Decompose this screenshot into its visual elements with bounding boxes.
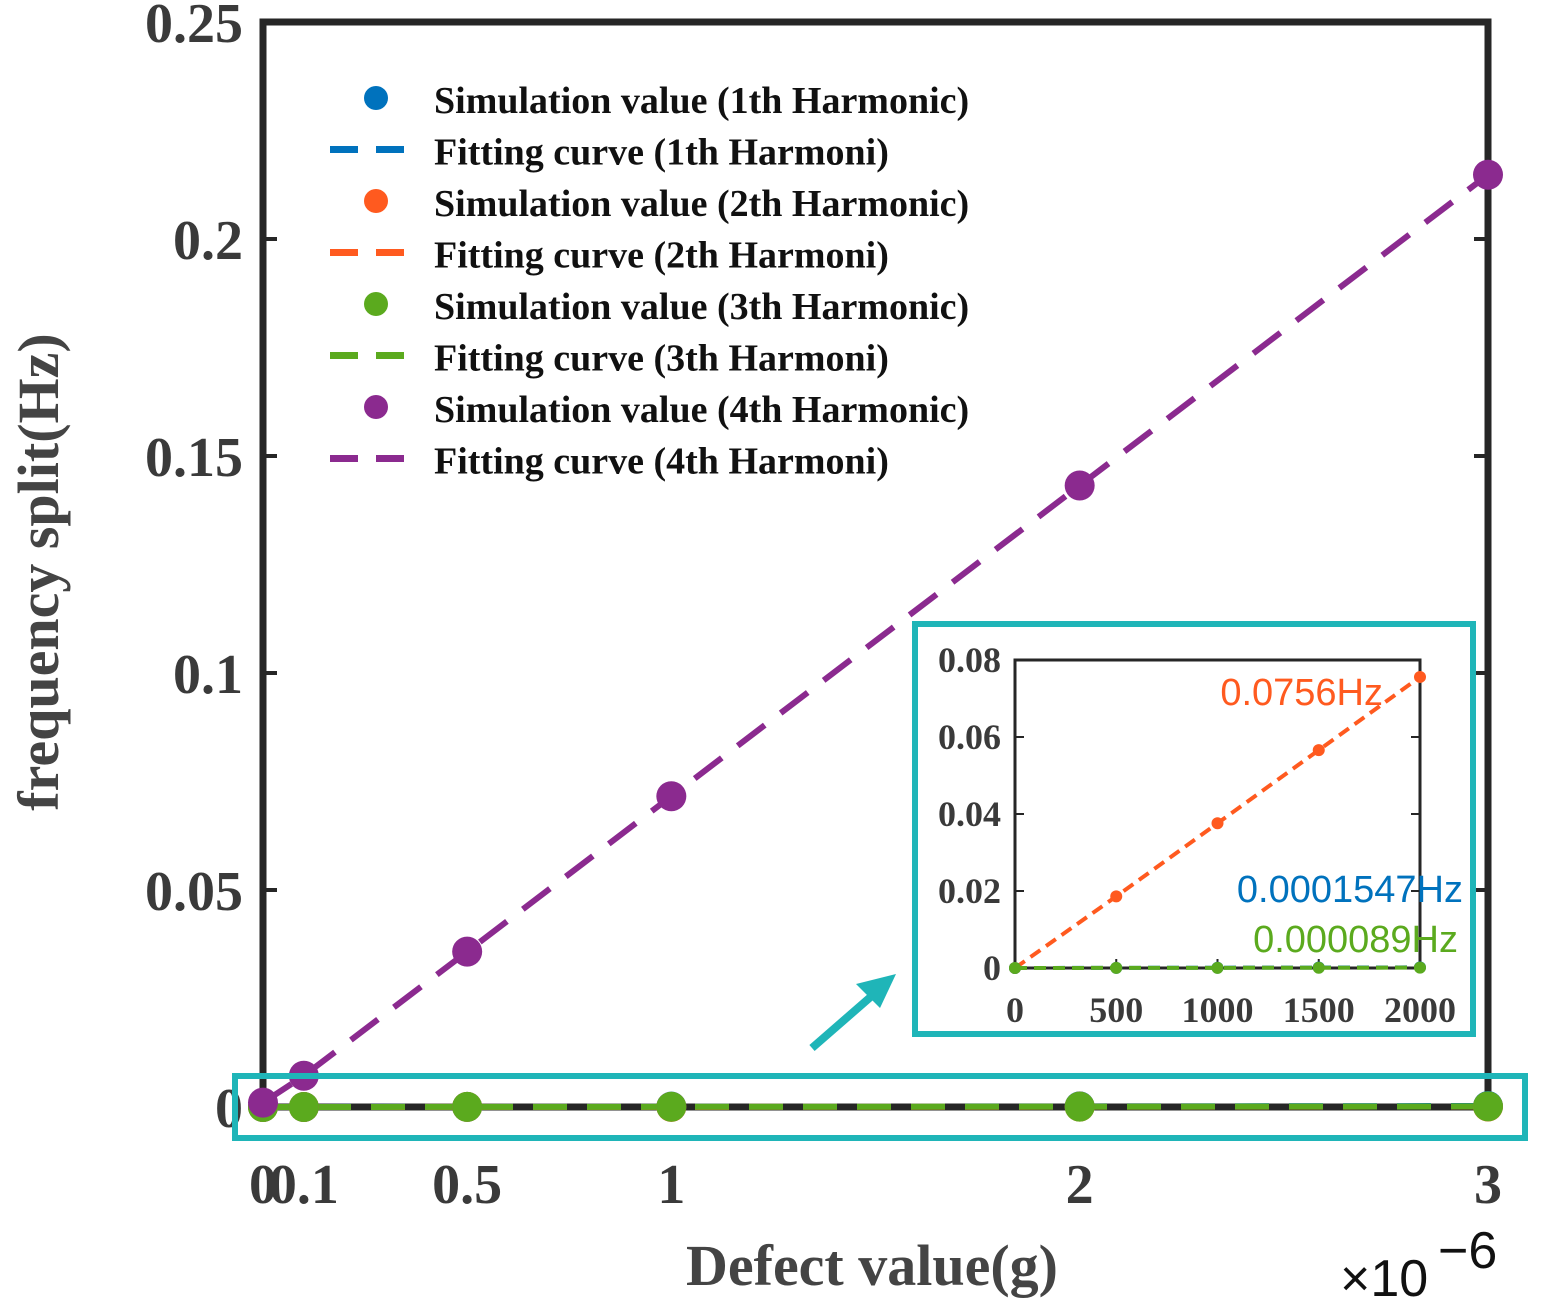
inset-data-point [1110,961,1123,974]
fit-line-3th-harmonic [262,1103,1489,1110]
legend-label: Simulation value (1th Harmonic) [434,80,969,122]
data-point-4th-harmonic [452,936,483,967]
inset-chart: 0 0.02 0.04 0.06 0.08 0 500 1000 1500 2000 0.0756H… [912,621,1476,1037]
highlight-overlay [232,974,1528,1141]
x-tick-label: 0 [249,1154,277,1216]
data-point-3th-harmonic [656,1091,687,1122]
fit-line-4th-harmonic [261,172,1490,1106]
inset-x-tick-label: 500 [1089,990,1143,1030]
inset-annotation: 0.0756Hz [1220,672,1383,714]
y-tick-label: 0.15 [145,427,243,489]
inset-x-tick-label: 0 [1006,990,1024,1030]
inset-data-point [1312,744,1325,757]
x-tick-label: 1 [657,1154,685,1216]
x-axis-title: Defect value(g) [686,1233,1058,1298]
inset-y-tick-label: 0 [983,948,1001,988]
legend-label: Fitting curve (3th Harmoni) [434,338,889,380]
zoom-arrow-shaft [809,990,877,1052]
legend-label: Fitting curve (4th Harmoni) [434,441,889,483]
y-tick-label: 0.25 [145,0,243,55]
x-tick-label: 0.1 [269,1154,339,1216]
y-tick-label: 0.05 [145,861,243,923]
inset-annotation: 0.0001547Hz [1237,869,1463,911]
inset-x-tick-label: 1500 [1283,990,1355,1030]
data-point-3th-harmonic [1064,1091,1095,1122]
legend: Simulation value (1th Harmonic) Fitting c… [330,80,969,483]
inset-data-point [1110,890,1123,903]
legend-label: Simulation value (2th Harmonic) [434,183,969,225]
data-point-3th-harmonic [452,1091,483,1122]
zoom-region-box [232,1073,1528,1141]
x-tick-label: 0.5 [432,1154,502,1216]
inset-data-point [1312,961,1325,974]
inset-data-point [1211,817,1224,830]
inset-x-tick-label: 1000 [1182,990,1254,1030]
inset-y-tick-label: 0.08 [938,640,1001,680]
y-axis-title: frequency split(Hz) [6,333,71,810]
y-tick-label: 0 [215,1078,243,1140]
x-tick-label: 2 [1066,1154,1094,1216]
legend-label: Fitting curve (2th Harmoni) [434,235,889,277]
inset-y-tick-label: 0.04 [938,794,1001,834]
inset-annotation: 0.000089Hz [1253,919,1458,961]
x-multiplier-exponent: −6 [1438,1222,1497,1280]
legend-marker [364,86,388,110]
legend-marker [364,395,388,419]
inset-x-tick-label: 2000 [1384,990,1456,1030]
x-multiplier-label: ×10 [1340,1250,1428,1308]
y-tick-label: 0.2 [173,210,243,272]
data-point-4th-harmonic [656,781,687,812]
inset-y-tick-label: 0.06 [938,717,1001,757]
data-point-4th-harmonic [1064,470,1095,501]
inset-y-tick-label: 0.02 [938,871,1001,911]
data-point-4th-harmonic [248,1087,278,1118]
data-point-3th-harmonic [1473,1091,1503,1122]
x-tick-label: 3 [1474,1154,1502,1216]
inset-data-point [1009,962,1021,974]
data-point-3th-harmonic [288,1091,319,1122]
inset-data-point [1414,670,1426,683]
legend-marker [364,189,388,213]
zoom-arrow-head [856,974,896,1008]
legend-label: Simulation value (4th Harmonic) [434,389,969,431]
data-point-4th-harmonic [1473,159,1503,190]
legend-label: Fitting curve (1th Harmoni) [434,132,889,174]
inset-data-point [1414,961,1426,974]
y-tick-label: 0.1 [173,644,243,706]
legend-label: Simulation value (3th Harmonic) [434,286,969,328]
legend-marker [364,292,388,316]
inset-data-point [1211,961,1224,974]
